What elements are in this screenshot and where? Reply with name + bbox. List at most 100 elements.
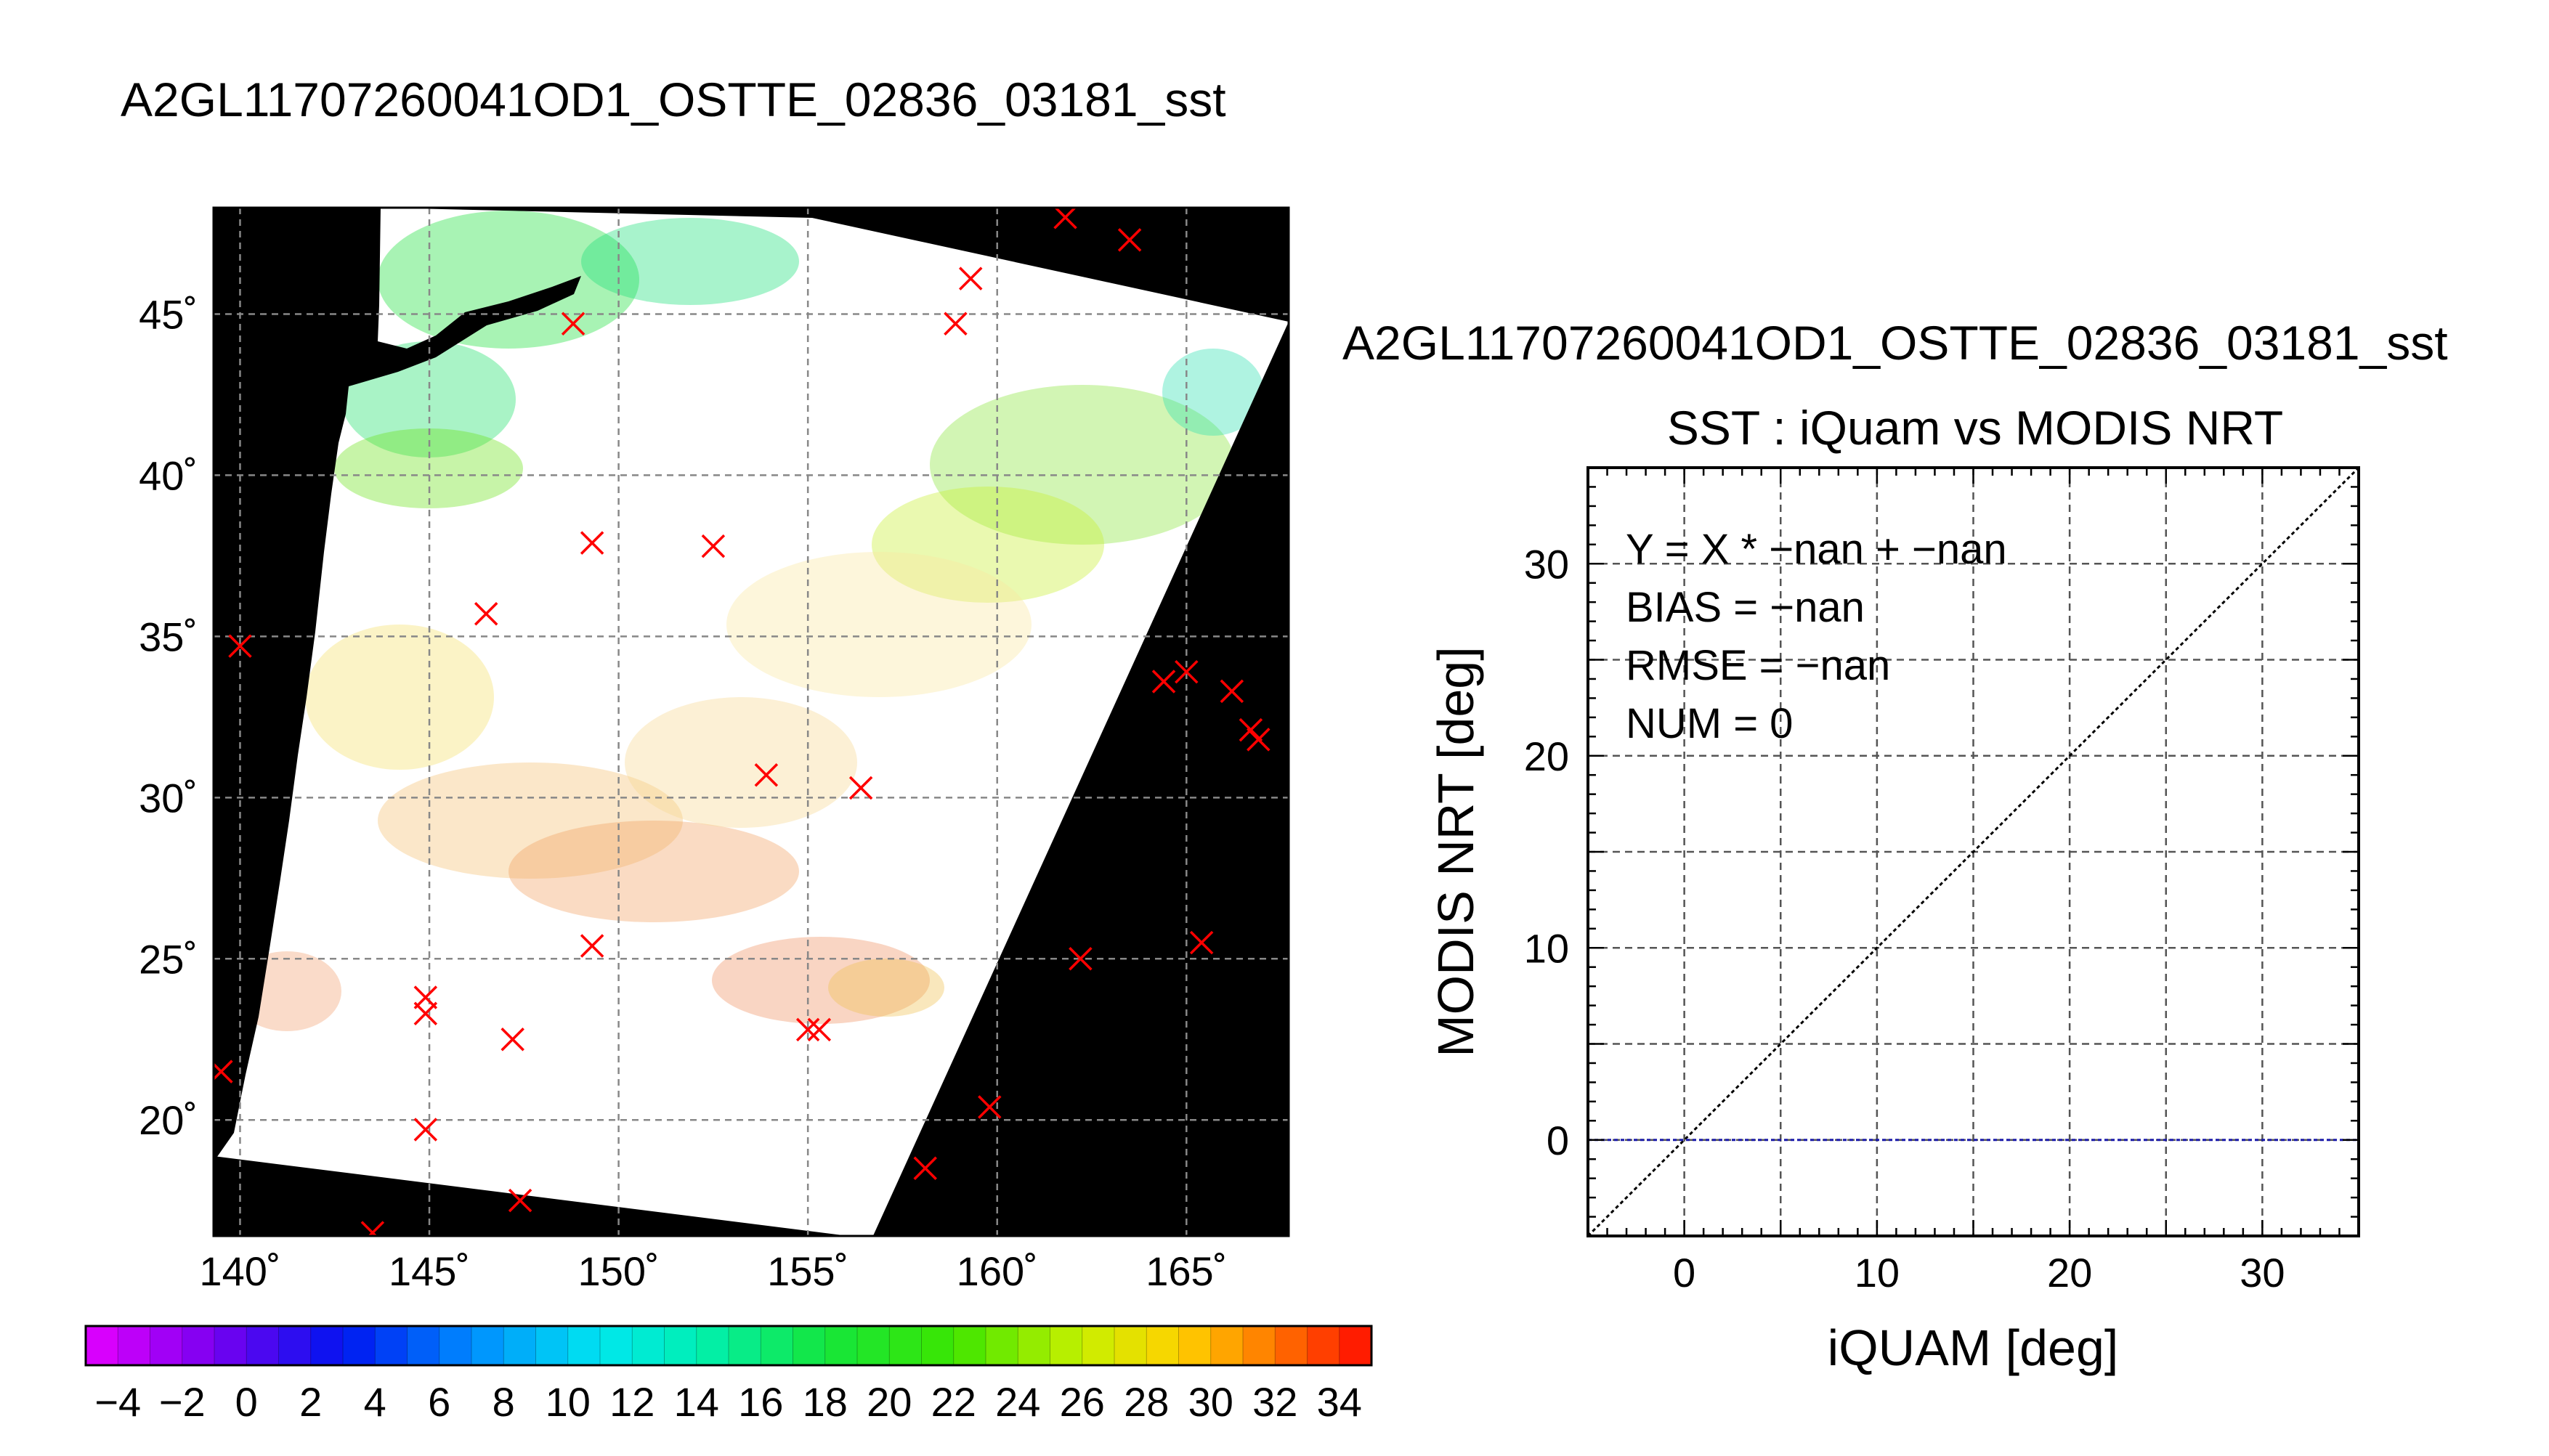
colorbar-cell — [953, 1326, 986, 1365]
buoy-marker — [1189, 930, 1214, 955]
marker-stroke — [413, 1118, 438, 1142]
y-axis-label: MODIS NRT [deg] — [1427, 646, 1484, 1057]
marker-stroke — [1151, 670, 1176, 694]
buoy-marker — [795, 1017, 820, 1042]
colorbar-cell — [407, 1326, 440, 1365]
colorbar-tick-label: 12 — [609, 1379, 655, 1425]
marker-stroke — [413, 1001, 438, 1025]
identity-line — [1586, 466, 2360, 1237]
scatter-subtitle: SST : iQuam vs MODIS NRT — [1667, 401, 2283, 455]
sst-patch — [625, 697, 857, 828]
marker-stroke — [474, 602, 498, 626]
buoy-marker — [944, 312, 968, 336]
buoy-marker — [807, 1017, 832, 1042]
sst-patch — [930, 385, 1235, 545]
lon-tick-label: 160˚ — [957, 1248, 1038, 1294]
buoy-marker — [508, 1188, 532, 1213]
lat-tick-labels: 20˚ 25˚ 30˚ 35˚ 40˚ 45˚ — [139, 291, 198, 1143]
marker-stroke — [795, 1017, 820, 1042]
sst-patch — [305, 625, 494, 770]
marker-stroke — [1247, 728, 1271, 752]
colorbar-cell — [696, 1326, 729, 1365]
colorbar-cell — [150, 1326, 183, 1365]
buoy-marker — [413, 1001, 438, 1025]
colorbar-cell — [214, 1326, 247, 1365]
buoy-marker — [848, 776, 873, 800]
buoy-marker — [580, 934, 604, 958]
lat-tick-label: 35˚ — [139, 614, 198, 659]
map-title: A2GL11707260041OD1_OSTTE_02836_03181_sst — [121, 73, 1226, 126]
colorbar-cell — [889, 1326, 923, 1365]
colorbar-tick-label: 0 — [235, 1379, 258, 1425]
colorbar-cell — [1146, 1326, 1180, 1365]
stats-annotation: NUM = 0 — [1626, 700, 1793, 747]
colorbar-tick-label: 28 — [1124, 1379, 1169, 1425]
buoy-marker — [360, 1221, 385, 1236]
buoy-marker — [413, 1118, 438, 1142]
buoy-marker — [1220, 679, 1244, 704]
scatter-frame — [1586, 466, 2360, 1237]
colorbar-cell — [1275, 1326, 1308, 1365]
colorbar-tick-label: 20 — [867, 1379, 912, 1425]
colorbar-cell — [1178, 1326, 1212, 1365]
colorbar-tick-label: 18 — [803, 1379, 848, 1425]
colorbar-cell — [1243, 1326, 1276, 1365]
colorbar-tick-label: −4 — [94, 1379, 141, 1425]
colorbar-tick-label: 26 — [1060, 1379, 1105, 1425]
marker-stroke — [1220, 679, 1244, 704]
colorbar-cell — [1050, 1326, 1083, 1365]
marker-stroke — [754, 763, 779, 787]
colorbar-cell — [310, 1326, 344, 1365]
colorbar-cell — [1210, 1326, 1244, 1365]
colorbar-tick-label: 4 — [364, 1379, 386, 1425]
colorbar-tick-label: 22 — [931, 1379, 976, 1425]
buoy-marker — [959, 267, 983, 290]
marker-stroke — [959, 267, 983, 290]
map-grid — [214, 208, 1289, 1236]
marker-stroke — [1117, 228, 1142, 252]
map-panel: 140˚ 145˚ 150˚ 155˚ 160˚ 165˚ 20˚ 25˚ 30˚ 35˚ 40˚… — [139, 206, 1290, 1294]
marker-stroke — [367, 1221, 385, 1236]
marker-stroke — [701, 534, 726, 558]
colorbar-cell — [793, 1326, 826, 1365]
y-tick-label: 20 — [1524, 733, 1569, 779]
x-tick-labels: 0 10 20 30 — [1673, 1250, 2285, 1296]
colorbar-cell — [1339, 1326, 1372, 1365]
buoy-marker — [561, 312, 585, 336]
colorbar-tick-label: 10 — [546, 1379, 591, 1425]
colorbar-tick-label: 30 — [1188, 1379, 1233, 1425]
lat-tick-label: 20˚ — [139, 1097, 198, 1143]
satellite-swath — [214, 208, 1289, 1236]
colorbar-cell — [439, 1326, 472, 1365]
colorbar-cell — [375, 1326, 408, 1365]
colorbar-cell — [567, 1326, 601, 1365]
colorbar-cells — [86, 1326, 1372, 1365]
lon-tick-labels: 140˚ 145˚ 150˚ 155˚ 160˚ 165˚ — [199, 1248, 1227, 1294]
lon-tick-label: 150˚ — [578, 1248, 660, 1294]
sst-patch — [1162, 349, 1264, 436]
scatter-panel: 0 10 20 30 0 10 20 30 Y = X * −nan + −nan BIAS … — [1524, 466, 2360, 1296]
sst-patch — [581, 218, 799, 305]
stats-annotation: BIAS = −nan — [1626, 584, 1865, 631]
buoy-marker — [913, 1156, 937, 1181]
colorbar-tick-label: −2 — [159, 1379, 206, 1425]
lat-tick-label: 30˚ — [139, 775, 198, 821]
sst-field — [232, 211, 1264, 1031]
colorbar-cell — [1082, 1326, 1115, 1365]
marker-stroke — [978, 1095, 1002, 1119]
marker-stroke — [848, 776, 873, 800]
buoy-markers — [214, 208, 1271, 1236]
colorbar-cell — [824, 1326, 858, 1365]
colorbar-cell — [503, 1326, 537, 1365]
marker-stroke — [1175, 659, 1199, 684]
colorbar-tick-label: 14 — [674, 1379, 719, 1425]
colorbar-cell — [600, 1326, 633, 1365]
buoy-marker — [1053, 208, 1077, 229]
x-tick-label: 30 — [2240, 1250, 2285, 1296]
colorbar-tick-labels: −4 −2 0 2 4 6 8 10 12 14 16 18 20 22 24 26 28 30 32 34 — [94, 1379, 1362, 1425]
sst-patch — [378, 762, 683, 879]
lon-tick-label: 140˚ — [199, 1248, 280, 1294]
colorbar: −4 −2 0 2 4 6 8 10 12 14 16 18 20 22 24 26 28 30 32 34 — [84, 1325, 1373, 1425]
colorbar-cell — [1018, 1326, 1051, 1365]
